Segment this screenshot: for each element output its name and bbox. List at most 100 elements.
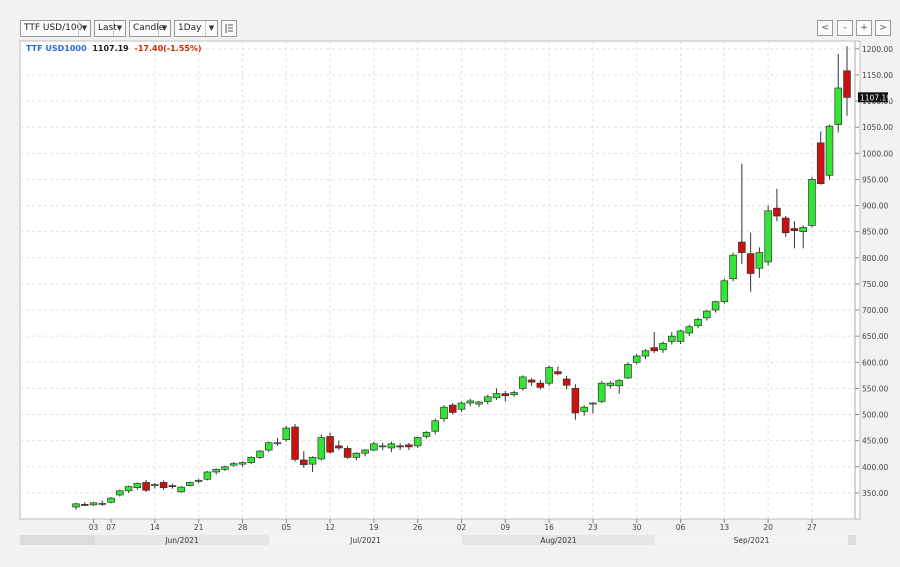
candle-body [632,355,641,363]
candle-body [720,280,729,303]
candle-body [510,392,518,396]
candle-body [177,486,185,493]
candle-body [755,252,764,269]
month-labels: Jun/2021 Jul/2021 Aug/2021 Sep/2021 [95,535,848,545]
candle-body [221,466,229,470]
x-tick-label: 05 [281,523,291,532]
candle-body [519,376,527,389]
candle-body [194,479,203,482]
candle-body [624,364,632,379]
candle-body [492,393,501,399]
indicators-button[interactable] [221,20,237,37]
month-label: Jul/2021 [349,536,381,545]
x-tick-label: 07 [106,523,116,532]
y-tick-label: 1200.00 [862,45,893,54]
candle-body [256,450,264,458]
month-band [269,535,462,545]
candle-body [72,503,80,508]
candle-body [484,396,492,402]
y-tick-label: 1050.00 [862,123,893,132]
candle-body [335,445,343,449]
price-field-dropdown[interactable]: Last ▼ [94,20,126,37]
candle-body [440,406,448,420]
candle-body [475,401,483,405]
scroll-right-button[interactable]: > [875,20,891,36]
y-axis: 350.00 400.00 450.00 500.00 550.00 600.00 650.… [854,41,893,519]
y-tick-label: 1150.00 [862,71,893,80]
x-tick-label: 03 [89,523,99,532]
candle-body [825,125,834,176]
symbol-dropdown[interactable]: TTF USD/100 ▼ [20,20,91,37]
chevron-down-icon: ▼ [113,21,125,36]
candle-body [746,253,755,274]
x-tick-label: 19 [369,523,379,532]
candle-body [326,436,334,453]
x-tick-label: 14 [150,523,160,532]
candle-body [378,445,387,448]
chevron-down-icon: ▼ [78,21,90,36]
candle-body [431,420,439,432]
candle-body [501,393,510,397]
candle-body [370,443,378,451]
x-tick-label: 09 [501,523,511,532]
x-tick-label: 16 [544,523,554,532]
candle-body [422,431,431,437]
candle-body [89,502,98,506]
y-tick-label: 1000.00 [862,149,893,158]
candle-body [676,330,685,342]
x-tick-label: 12 [325,523,335,532]
candle-body [361,449,369,454]
candle-body [554,371,562,375]
candle-body [124,486,133,492]
candle-body [238,462,247,465]
candle-body [343,448,352,458]
candle-body [352,452,361,458]
x-tick-label: 28 [238,523,248,532]
scroll-left-button[interactable]: < [817,20,833,36]
zoom-out-button[interactable]: - [837,20,853,36]
candle-body [527,379,536,383]
last-price-box [858,92,888,103]
interval-dropdown[interactable]: 1Day ▼ [174,20,218,37]
chart-style-dropdown[interactable]: Candle ▼ [129,20,171,37]
candle-body [711,301,720,311]
plot-area [19,40,861,520]
x-tick-label: 23 [588,523,598,532]
price-field-value: Last [98,23,117,33]
candle-body [606,382,615,387]
candle-body [843,70,851,98]
candle-body [168,485,177,487]
candle-body [457,402,466,410]
y-tick-label: 950.00 [862,175,888,184]
candle-body [694,319,702,327]
candle-body [589,402,597,405]
interval-value: 1Day [178,23,202,33]
candle-body [799,227,807,233]
candle-body [317,437,326,460]
candle-body [212,469,220,473]
x-tick-label: 02 [457,523,467,532]
candle-body [396,445,404,448]
candle-body [773,207,781,217]
candle-body [738,241,746,253]
candle-body [98,502,107,505]
candle-body [545,367,553,384]
candle-body [80,504,89,506]
quote-change: -17.40(-1.55%) [135,44,202,53]
chart-toolbar: TTF USD/100 ▼ Last ▼ Candle ▼ 1Day ▼ < -… [0,0,900,40]
x-tick-label: 30 [632,523,642,532]
candle-body [834,87,843,125]
x-tick-label: 27 [807,523,817,532]
candle-body [203,471,212,480]
candle-body [387,443,396,449]
chevron-down-icon: ▼ [158,21,170,36]
candle-body [615,380,623,387]
candle-body [790,228,799,231]
candle-body [571,388,580,414]
month-band [95,535,269,545]
y-tick-label: 800.00 [862,254,888,263]
candle-body [142,482,150,491]
y-tick-label: 700.00 [862,306,888,315]
zoom-in-button[interactable]: + [856,20,872,36]
candle-body [133,483,142,489]
